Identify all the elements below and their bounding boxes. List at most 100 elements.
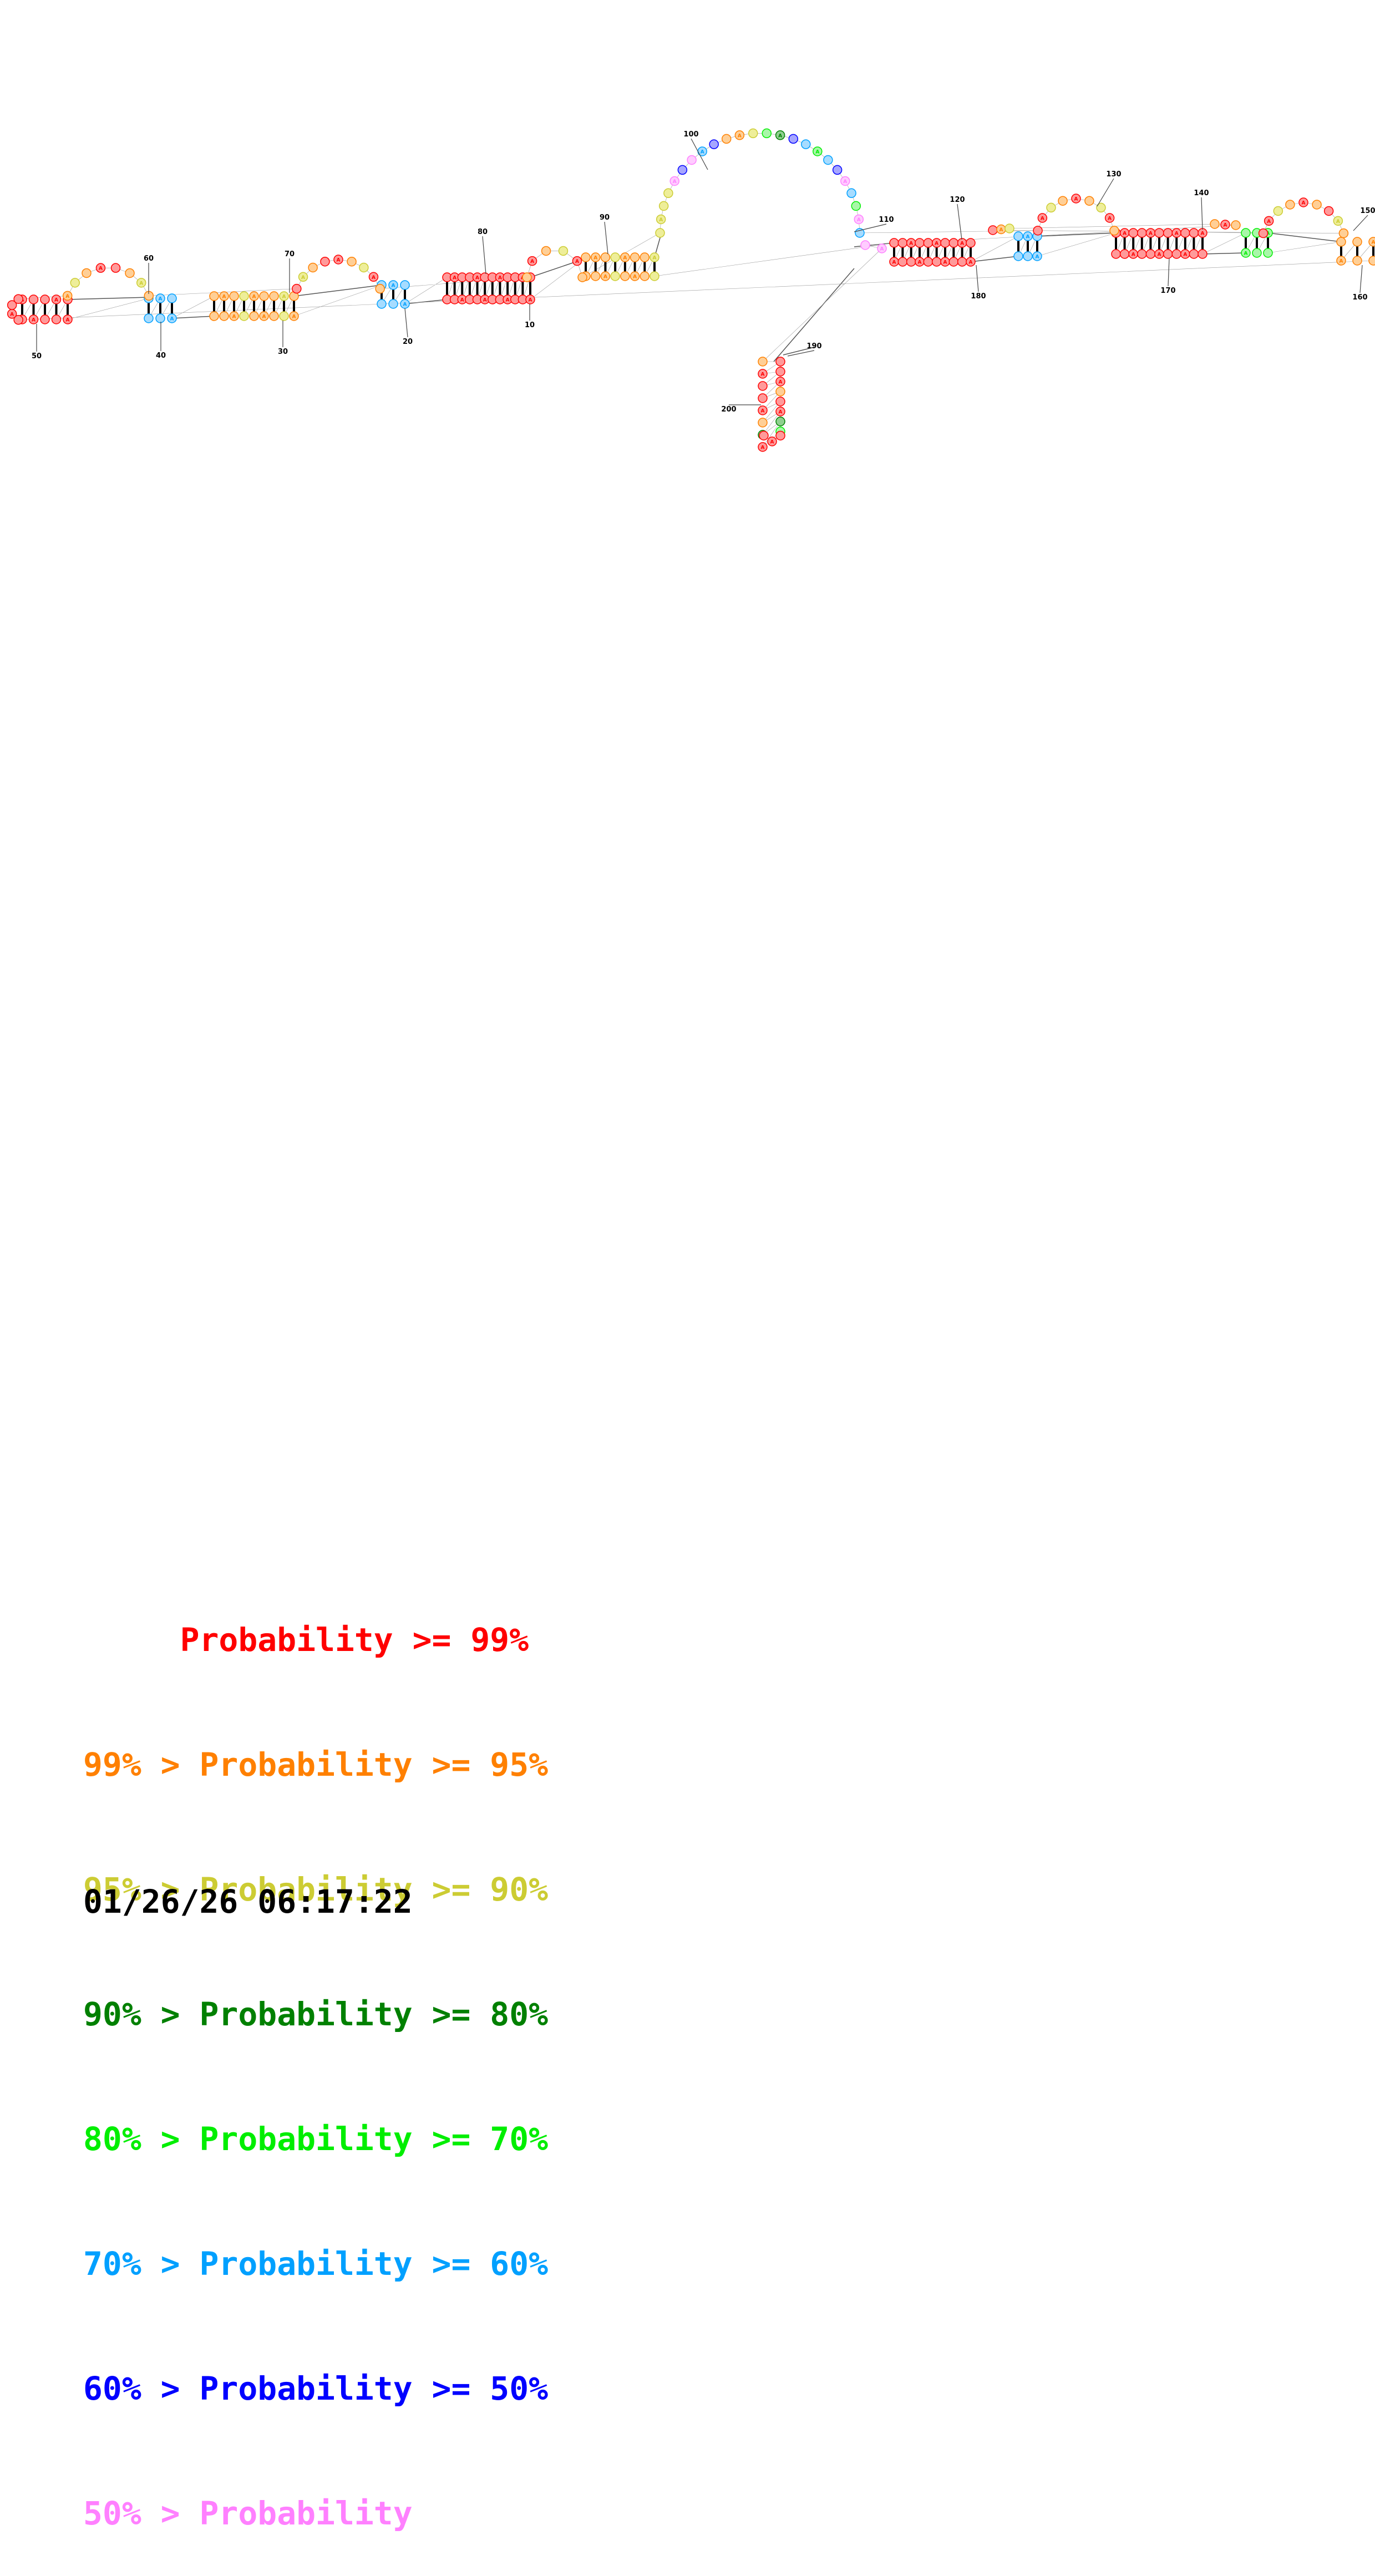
nucleotide xyxy=(1189,228,1199,238)
nucleotide-letter: A xyxy=(1158,252,1161,258)
nucleotide-letter: A xyxy=(32,318,35,323)
nucleotide xyxy=(1084,196,1094,206)
nucleotide xyxy=(640,271,650,281)
nucleotide xyxy=(1058,196,1068,206)
legend-entry: 60% > Probability >= 50% xyxy=(83,2370,549,2407)
position-label: 150 xyxy=(1360,207,1375,215)
nucleotide xyxy=(775,416,785,426)
position-label-leader xyxy=(604,221,608,255)
nucleotide xyxy=(155,313,165,323)
nucleotide xyxy=(298,272,308,282)
nucleotide xyxy=(1220,220,1230,230)
nucleotide xyxy=(1154,228,1164,238)
nucleotide-letter: A xyxy=(778,133,782,139)
nucleotide-letter: A xyxy=(779,380,783,385)
position-label-leader xyxy=(787,350,815,357)
position-label: 60 xyxy=(144,255,154,263)
nucleotide-letter: A xyxy=(530,259,534,265)
nucleotide-letter: A xyxy=(761,445,765,451)
nucleotide xyxy=(709,139,719,149)
nucleotide xyxy=(677,165,688,175)
position-labels: 10 20 30 40 50 60 70 80 90 100 110 120 130 140 150 160 1… xyxy=(32,130,1375,414)
nucleotide xyxy=(229,291,239,301)
nucleotide xyxy=(656,214,666,225)
nucleotide xyxy=(1241,228,1251,238)
nucleotide-letter: A xyxy=(1041,216,1044,222)
nucleotide xyxy=(600,271,611,281)
nucleotide xyxy=(590,271,601,281)
nucleotide xyxy=(368,272,379,282)
nucleotide xyxy=(320,256,330,267)
nucleotide xyxy=(308,262,318,273)
nucleotide xyxy=(1263,248,1273,258)
nucleotide xyxy=(840,176,850,186)
nucleotide xyxy=(13,315,23,325)
nucleotide-letter: A xyxy=(1108,216,1112,222)
position-label: 140 xyxy=(1194,189,1209,197)
nucleotide xyxy=(219,311,229,321)
nucleotide-letter: A xyxy=(770,440,774,445)
nucleotide xyxy=(1046,202,1056,213)
position-label: 50 xyxy=(32,352,42,360)
nucleotide xyxy=(948,257,959,267)
position-label: 160 xyxy=(1352,293,1367,302)
nucleotide xyxy=(525,294,535,304)
nucleotide-letter: A xyxy=(738,133,742,139)
nucleotide-letter: A xyxy=(761,409,765,414)
nucleotide xyxy=(1111,249,1121,259)
nucleotide-letter: A xyxy=(1026,235,1030,240)
nucleotide-letter: A xyxy=(232,314,236,320)
nucleotide-letter: A xyxy=(372,275,376,281)
position-label: 180 xyxy=(971,292,986,301)
nucleotide xyxy=(966,257,976,267)
nucleotide-letter: A xyxy=(10,312,14,317)
nucleotide xyxy=(801,139,811,149)
nucleotide-letter: A xyxy=(529,298,532,303)
position-label: 200 xyxy=(721,405,736,414)
nucleotide-letter: A xyxy=(222,294,226,300)
nucleotide xyxy=(95,263,106,273)
backbone-segment xyxy=(171,316,215,319)
nucleotide xyxy=(650,252,659,262)
nucleotide xyxy=(1037,213,1048,223)
nucleotide-letter: A xyxy=(701,149,704,155)
backbone-segment xyxy=(1202,252,1246,255)
nucleotide xyxy=(40,294,50,304)
nucleotide-letter: A xyxy=(170,317,174,322)
nucleotide xyxy=(388,299,398,309)
position-label: 20 xyxy=(403,338,413,346)
nucleotide xyxy=(1163,228,1173,238)
nucleotide-letter: A xyxy=(659,217,663,223)
nucleotide xyxy=(775,357,785,367)
nucleotide-letter: A xyxy=(66,318,70,323)
position-label-leader xyxy=(1359,265,1363,293)
nucleotide xyxy=(923,257,933,267)
nucleotide xyxy=(51,314,62,324)
position-label-leader xyxy=(404,308,408,338)
nucleotide xyxy=(758,381,768,391)
nucleotide xyxy=(1338,228,1349,238)
nucleotide xyxy=(620,271,630,281)
position-label-leader xyxy=(1168,258,1170,287)
nucleotide-letter: A xyxy=(633,275,637,280)
nucleotide-letter: A xyxy=(673,179,677,185)
nucleotide xyxy=(687,155,697,165)
legend-entry: Probability >= 99% xyxy=(83,1621,529,1659)
nucleotide-letter: A xyxy=(1336,219,1340,225)
nucleotide-letter: A xyxy=(1132,252,1135,258)
nucleotide xyxy=(775,407,785,416)
nucleotide xyxy=(1323,206,1334,216)
nucleotide-letter: A xyxy=(506,298,510,303)
nucleotide xyxy=(1023,231,1033,241)
nucleotide xyxy=(70,278,80,288)
nucleotide xyxy=(51,294,62,304)
nucleotide xyxy=(359,262,369,273)
position-label: 70 xyxy=(285,250,295,258)
nucleotide-letter: A xyxy=(403,302,407,308)
nucleotide xyxy=(279,291,289,301)
nucleotide xyxy=(832,165,843,175)
nucleotide xyxy=(377,299,387,309)
nucleotide-letter: A xyxy=(943,260,947,266)
nucleotide xyxy=(669,176,679,186)
nucleotide xyxy=(40,314,50,324)
